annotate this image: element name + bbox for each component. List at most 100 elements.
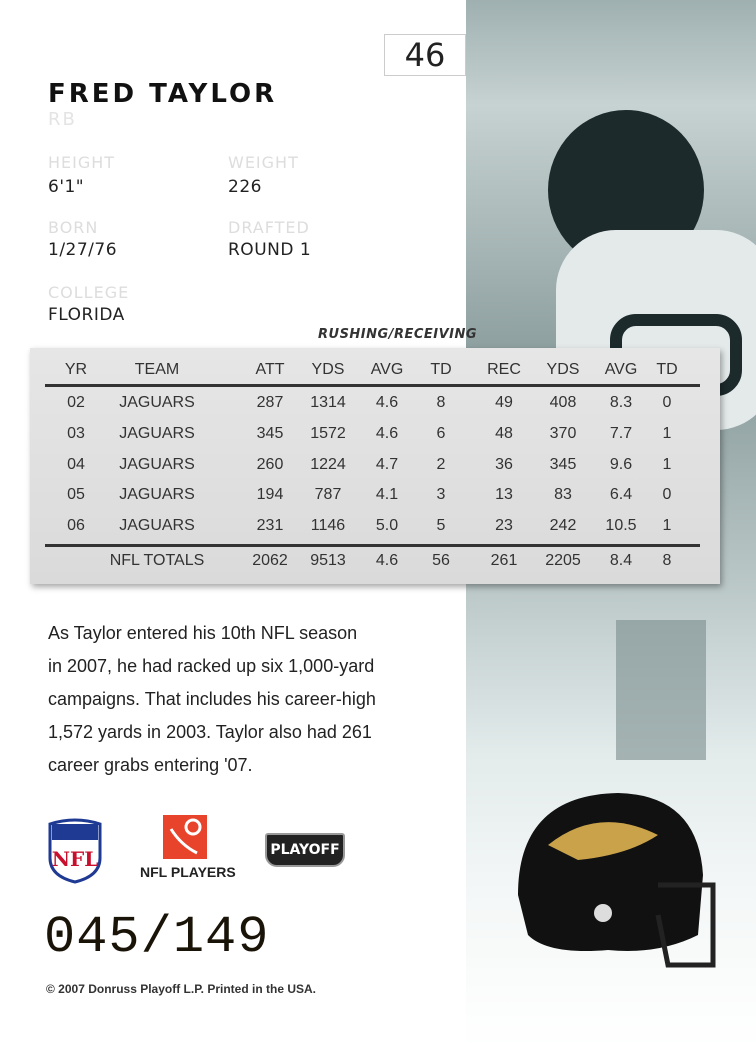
totals-cell: NFL TOTALS [109, 552, 205, 569]
stats-cell: 5.0 [375, 517, 399, 534]
stats-cell: 345 [549, 456, 577, 473]
nfl-players-icon [163, 815, 207, 859]
serial-number: 045/149 [44, 908, 270, 967]
stats-cell: 408 [549, 394, 577, 411]
stats-cell: 8 [436, 394, 446, 411]
blurb-line: campaigns. That includes his career-high [48, 689, 376, 709]
totals-cell: 8.4 [609, 552, 633, 569]
nfl-players-logo: NFL PLAYERS [140, 815, 236, 881]
column-header: YDS [311, 361, 345, 378]
column-header: ATT [255, 361, 285, 378]
stats-cell: 2 [436, 456, 446, 473]
card-number: 46 [384, 34, 466, 76]
stats-cell: 04 [67, 456, 85, 473]
column-header: AVG [370, 361, 404, 378]
stats-cell: 9.6 [609, 456, 633, 473]
column-header: YDS [546, 361, 580, 378]
player-blurb: As Taylor entered his 10th NFL season in… [48, 617, 458, 782]
stats-cell: 260 [256, 456, 284, 473]
totals-cell: 56 [432, 552, 450, 569]
stats-cell: 0 [662, 394, 672, 411]
stats-cell: 5 [436, 517, 446, 534]
copyright: © 2007 Donruss Playoff L.P. Printed in t… [46, 982, 317, 996]
stats-cell: 6.4 [609, 486, 633, 503]
totals-cell: 8 [662, 552, 672, 569]
drafted-value: ROUND 1 [228, 240, 312, 260]
column-header: TD [656, 361, 678, 378]
weight-label: WEIGHT [228, 153, 299, 172]
stats-cell: 6 [436, 425, 446, 442]
column-header: TD [430, 361, 452, 378]
stats-cell: 02 [67, 394, 85, 411]
height-value: 6'1" [48, 177, 85, 197]
totals-cell: 4.6 [375, 552, 399, 569]
stats-cell: 13 [495, 486, 513, 503]
college-value: FLORIDA [48, 305, 125, 325]
column-header: REC [487, 361, 521, 378]
stats-cell: 1 [662, 425, 672, 442]
stats-cell: 83 [554, 486, 572, 503]
stats-cell: 4.1 [375, 486, 399, 503]
stats-cell: 03 [67, 425, 85, 442]
stats-cell: 231 [256, 517, 284, 534]
stats-cell: JAGUARS [119, 425, 195, 442]
stats-cell: 48 [495, 425, 513, 442]
weight-value: 226 [228, 177, 262, 197]
stats-cell: 49 [495, 394, 513, 411]
stats-cell: 7.7 [609, 425, 633, 442]
stats-cell: 242 [549, 517, 577, 534]
stats-cell: JAGUARS [119, 456, 195, 473]
stats-cell: 370 [549, 425, 577, 442]
blurb-line: career grabs entering '07. [48, 755, 253, 775]
player-position: RB [48, 109, 77, 130]
stats-cell: 1572 [310, 425, 346, 442]
stats-cell: 4.7 [375, 456, 399, 473]
playoff-logo: PLAYOFF [265, 833, 345, 867]
column-header: YR [64, 361, 88, 378]
totals-cell: 2205 [545, 552, 581, 569]
college-label: COLLEGE [48, 283, 130, 302]
height-label: HEIGHT [48, 153, 116, 172]
blurb-line: 1,572 yards in 2003. Taylor also had 261 [48, 722, 372, 742]
stats-table: YR TEAM ATT YDS AVG TD REC YDS AVG TD 02 JAGUARS 287… [30, 348, 720, 584]
column-header: TEAM [134, 361, 180, 378]
totals-rule [45, 544, 700, 547]
player-name: FRED TAYLOR [48, 79, 278, 109]
blurb-line: in 2007, he had racked up six 1,000-yard [48, 656, 375, 676]
stats-cell: 1146 [310, 517, 346, 534]
stats-section-title: RUSHING/RECEIVING [318, 327, 478, 342]
stats-cell: 0 [662, 486, 672, 503]
stats-cell: 4.6 [375, 394, 399, 411]
stats-cell: 06 [67, 517, 85, 534]
stats-cell: 10.5 [605, 517, 637, 534]
stats-cell: 787 [314, 486, 342, 503]
stats-cell: JAGUARS [119, 394, 195, 411]
born-value: 1/27/76 [48, 240, 118, 260]
stats-cell: JAGUARS [119, 517, 195, 534]
stats-cell: JAGUARS [119, 486, 195, 503]
drafted-label: DRAFTED [228, 218, 310, 237]
stats-cell: 287 [256, 394, 284, 411]
nfl-shield-logo: NFL [48, 818, 102, 884]
stats-cell: 1224 [310, 456, 346, 473]
totals-cell: 261 [490, 552, 518, 569]
stats-cell: 23 [495, 517, 513, 534]
stats-cell: 194 [256, 486, 284, 503]
stats-cell: 345 [256, 425, 284, 442]
stats-cell: 05 [67, 486, 85, 503]
blurb-line: As Taylor entered his 10th NFL season [48, 623, 358, 643]
born-label: BORN [48, 218, 99, 237]
header-rule [45, 384, 700, 387]
totals-cell: 9513 [310, 552, 346, 569]
stats-cell: 1 [662, 456, 672, 473]
svg-text:NFL: NFL [52, 847, 99, 871]
nfl-players-label: NFL PLAYERS [140, 864, 236, 880]
column-header: AVG [604, 361, 638, 378]
jaguars-helmet-icon [518, 793, 716, 968]
stats-cell: 1 [662, 517, 672, 534]
totals-cell: 2062 [252, 552, 288, 569]
stats-cell: 4.6 [375, 425, 399, 442]
stats-cell: 1314 [310, 394, 346, 411]
stats-cell: 3 [436, 486, 446, 503]
stats-cell: 36 [495, 456, 513, 473]
